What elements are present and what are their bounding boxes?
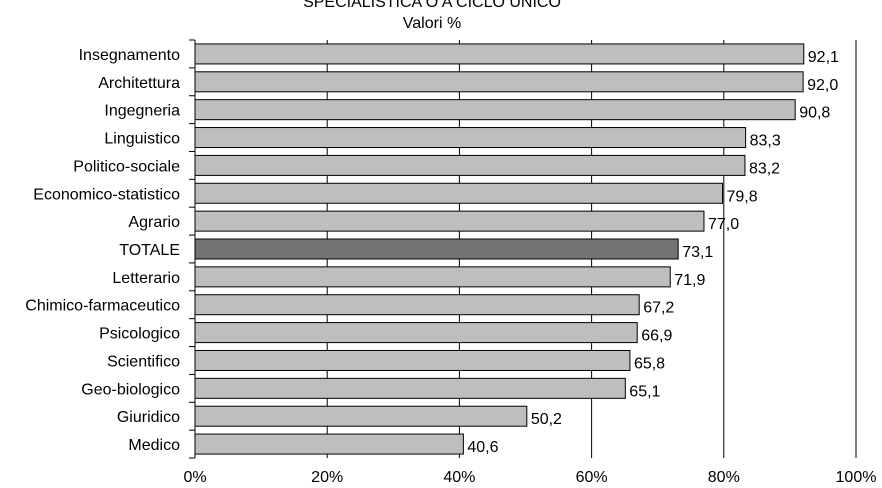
axes [189, 39, 196, 459]
bar [194, 182, 723, 204]
value-label: 65,8 [634, 355, 665, 372]
category-label: Chimico-farmaceutico [25, 298, 180, 315]
bar [194, 71, 804, 93]
category-label: Ingegneria [104, 103, 180, 120]
bar [194, 266, 671, 288]
bar [194, 377, 626, 399]
category-label: Letterario [112, 270, 180, 287]
value-label: 92,1 [808, 49, 839, 66]
bar [194, 43, 805, 65]
bar [194, 405, 528, 427]
value-label: 71,9 [674, 272, 705, 289]
bars [194, 43, 805, 455]
category-label: Medico [128, 437, 180, 454]
value-label: 83,2 [749, 160, 780, 177]
bar [194, 294, 640, 316]
bar [194, 210, 705, 232]
x-tick-label: 100% [836, 469, 877, 486]
category-label: Psicologico [99, 326, 180, 343]
value-label: 90,8 [799, 105, 830, 122]
bar [194, 154, 746, 176]
value-label: 67,2 [643, 300, 674, 317]
category-label: Economico-statistico [33, 186, 180, 203]
x-tick-label: 60% [576, 469, 608, 486]
category-label: Insegnamento [79, 47, 181, 64]
bar [194, 99, 796, 121]
bar [194, 433, 464, 455]
value-label: 79,8 [726, 188, 757, 205]
category-label: Agrario [128, 214, 180, 231]
value-label: 65,1 [629, 383, 660, 400]
category-label: Architettura [98, 75, 180, 92]
bar [194, 322, 638, 344]
value-label: 77,0 [708, 216, 739, 233]
category-label: Linguistico [104, 131, 180, 148]
x-tick-label: 80% [708, 469, 740, 486]
value-label: 66,9 [641, 328, 672, 345]
labels: 0% 20% 40% 60% 80% 100% Insegnamento 92,1 Archit… [25, 47, 876, 486]
bar [194, 127, 747, 149]
category-label: Scientifico [107, 353, 180, 370]
value-label: 83,3 [750, 133, 781, 150]
value-label: 50,2 [531, 411, 562, 428]
bar [194, 349, 631, 371]
bar [194, 238, 679, 260]
category-label: Giuridico [117, 409, 180, 426]
chart-subtitle: Valori % [403, 15, 461, 32]
category-label: Politico-sociale [73, 158, 180, 175]
value-label: 40,6 [467, 439, 498, 456]
category-label: TOTALE [119, 242, 180, 259]
category-label: Geo-biologico [81, 381, 180, 398]
value-label: 73,1 [682, 244, 713, 261]
value-label: 92,0 [807, 77, 838, 94]
x-tick-label: 20% [311, 469, 343, 486]
x-tick-label: 40% [443, 469, 475, 486]
x-tick-label: 0% [183, 469, 206, 486]
chart-title: SPECIALISTICA O A CICLO UNICO [303, 0, 561, 11]
